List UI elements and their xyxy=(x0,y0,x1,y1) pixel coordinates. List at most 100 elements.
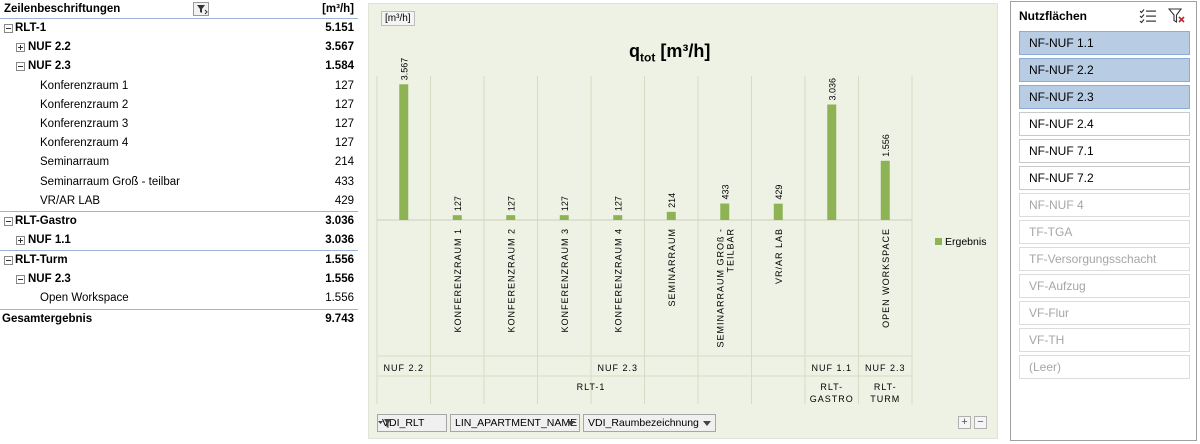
slicer-item[interactable]: VF-Aufzug xyxy=(1019,274,1190,298)
field-button-apartment-name[interactable]: LIN_APARTMENT_NAME xyxy=(450,414,580,432)
filter-icon xyxy=(197,5,208,15)
data-label: 127 xyxy=(453,196,463,211)
slicer-item[interactable]: NF-NUF 2.2 xyxy=(1019,58,1190,82)
expand-icon[interactable] xyxy=(16,236,25,245)
filter-dropdown-icon xyxy=(378,419,391,428)
legend-label: Ergebnis xyxy=(945,236,987,248)
chart-legend: Ergebnis xyxy=(935,236,986,248)
pivot-row-rlt-turm[interactable]: RLT-Turm 1.556 xyxy=(0,250,358,269)
pivot-row-value: 1.556 xyxy=(325,292,354,304)
pivot-row-nuf-2-3-turm[interactable]: NUF 2.3 1.556 xyxy=(0,270,358,289)
pivot-row-label: Konferenzraum 3 xyxy=(40,118,129,130)
chart-bar xyxy=(559,215,569,220)
pivot-row-value: 127 xyxy=(334,99,354,111)
category-tick-label: KONFERENZRAUM 4 xyxy=(613,228,623,333)
pivot-row-label: NUF 2.2 xyxy=(28,41,71,53)
chart-bar xyxy=(880,160,890,220)
collapse-icon[interactable] xyxy=(4,256,13,265)
pivot-row-label: NUF 2.3 xyxy=(28,60,71,72)
data-label: 127 xyxy=(560,196,570,211)
slicer-item[interactable]: NF-NUF 4 xyxy=(1019,193,1190,217)
pivot-row-value: 429 xyxy=(334,195,354,207)
pivot-row-nuf-2-2[interactable]: NUF 2.2 3.567 xyxy=(0,38,358,57)
group-label-level1: RLT- xyxy=(820,382,843,392)
pivot-row-room[interactable]: Konferenzraum 1 127 xyxy=(0,77,358,96)
pivot-row-room[interactable]: Seminarraum 214 xyxy=(0,153,358,172)
pivot-total-row: Gesamtergebnis 9.743 xyxy=(0,309,358,328)
category-tick-label: KONFERENZRAUM 3 xyxy=(560,228,570,333)
pivot-row-room[interactable]: Konferenzraum 2 127 xyxy=(0,96,358,115)
chart-bar xyxy=(506,215,516,220)
pivot-header-label: Zeilenbeschriftungen xyxy=(4,3,121,15)
collapse-icon[interactable] xyxy=(4,217,13,226)
chart-bar xyxy=(720,203,730,220)
pivot-chart[interactable]: [m³/h] qtot [m³/h] 3.567 127 KONFERENZRAUM… xyxy=(368,3,998,439)
slicer-item[interactable]: NF-NUF 2.3 xyxy=(1019,85,1190,109)
expand-field-button[interactable]: + xyxy=(958,416,971,429)
chart-unit-tag: [m³/h] xyxy=(381,11,415,26)
pivot-row-nuf-1-1[interactable]: NUF 1.1 3.036 xyxy=(0,231,358,250)
pivot-total-label: Gesamtergebnis xyxy=(2,313,93,325)
row-filter-button[interactable] xyxy=(193,2,209,16)
expand-icon[interactable] xyxy=(16,43,25,52)
chart-title: qtot [m³/h] xyxy=(629,41,710,65)
pivot-row-rlt-gastro[interactable]: RLT-Gastro 3.036 xyxy=(0,211,358,230)
chart-plot: 3.567 127 KONFERENZRAUM 1 127 KONFERENZRAUM … xyxy=(376,58,913,404)
pivot-row-room[interactable]: VR/AR LAB 429 xyxy=(0,192,358,211)
chart-bar xyxy=(666,211,676,220)
pivot-row-label: Konferenzraum 4 xyxy=(40,137,129,149)
pivot-row-room[interactable]: Seminarraum Groß - teilbar 433 xyxy=(0,173,358,192)
slicer-item[interactable]: VF-Flur xyxy=(1019,301,1190,325)
pivot-header-row: Zeilenbeschriftungen [m³/h] xyxy=(0,0,358,19)
slicer-item[interactable]: NF-NUF 1.1 xyxy=(1019,31,1190,55)
data-label: 1.556 xyxy=(881,134,891,157)
pivot-row-value: 214 xyxy=(334,156,354,168)
chart-title-main: q xyxy=(629,41,640,61)
group-label-level1: RLT- xyxy=(874,382,897,392)
chart-bar xyxy=(452,215,462,220)
slicer-item[interactable]: TF-Versorgungsschacht xyxy=(1019,247,1190,271)
pivot-row-nuf-2-3[interactable]: NUF 2.3 1.584 xyxy=(0,57,358,76)
slicer-item[interactable]: (Leer) xyxy=(1019,355,1190,379)
slicer-item[interactable]: VF-TH xyxy=(1019,328,1190,352)
slicer-nutzflaechen: Nutzflächen NF-NUF 1.1 NF-NUF 2.2 NF-NUF 2… xyxy=(1010,1,1197,441)
pivot-row-value: 127 xyxy=(334,80,354,92)
category-tick-label: OPEN WORKSPACE xyxy=(881,228,891,328)
legend-swatch xyxy=(935,238,942,245)
pivot-row-value: 433 xyxy=(334,176,354,188)
data-label: 429 xyxy=(774,185,784,200)
pivot-row-room[interactable]: Konferenzraum 4 127 xyxy=(0,134,358,153)
pivot-row-room[interactable]: Konferenzraum 3 127 xyxy=(0,115,358,134)
collapse-field-button[interactable]: − xyxy=(974,416,987,429)
pivot-row-room[interactable]: Open Workspace 1.556 xyxy=(0,289,358,308)
multi-select-icon[interactable] xyxy=(1139,8,1157,24)
chart-bar xyxy=(773,203,783,220)
group-label-level1: RLT-1 xyxy=(577,382,606,392)
slicer-item[interactable]: NF-NUF 7.2 xyxy=(1019,166,1190,190)
pivot-row-rlt-1[interactable]: RLT-1 5.151 xyxy=(0,19,358,38)
slicer-item[interactable]: NF-NUF 7.1 xyxy=(1019,139,1190,163)
dropdown-arrow-icon xyxy=(703,421,711,426)
collapse-icon[interactable] xyxy=(16,275,25,284)
group-label-level2: NUF 2.2 xyxy=(383,363,424,373)
group-label-level2: NUF 1.1 xyxy=(811,363,852,373)
pivot-row-label: Seminarraum xyxy=(40,156,110,168)
data-label: 127 xyxy=(613,196,623,211)
slicer-item[interactable]: TF-TGA xyxy=(1019,220,1190,244)
group-label-level1: GASTRO xyxy=(810,394,854,404)
pivot-row-value: 3.567 xyxy=(325,41,354,53)
chart-title-unit: [m³/h] xyxy=(655,41,711,61)
dropdown-arrow-icon xyxy=(567,421,575,426)
field-button-raumbezeichnung[interactable]: VDI_Raumbezeichnung xyxy=(583,414,716,432)
category-tick-label: KONFERENZRAUM 2 xyxy=(506,228,516,333)
pivot-row-value: 3.036 xyxy=(325,234,354,246)
clear-filter-icon[interactable] xyxy=(1168,8,1186,24)
pivot-row-label: Konferenzraum 2 xyxy=(40,99,129,111)
collapse-icon[interactable] xyxy=(4,24,13,33)
slicer-item[interactable]: NF-NUF 2.4 xyxy=(1019,112,1190,136)
category-tick-label: VR/AR LAB xyxy=(774,228,784,284)
pivot-row-label: Open Workspace xyxy=(40,292,129,304)
collapse-icon[interactable] xyxy=(16,62,25,71)
field-button-vdi-rlt[interactable]: VDI_RLT xyxy=(377,414,447,432)
data-label: 433 xyxy=(720,184,730,199)
